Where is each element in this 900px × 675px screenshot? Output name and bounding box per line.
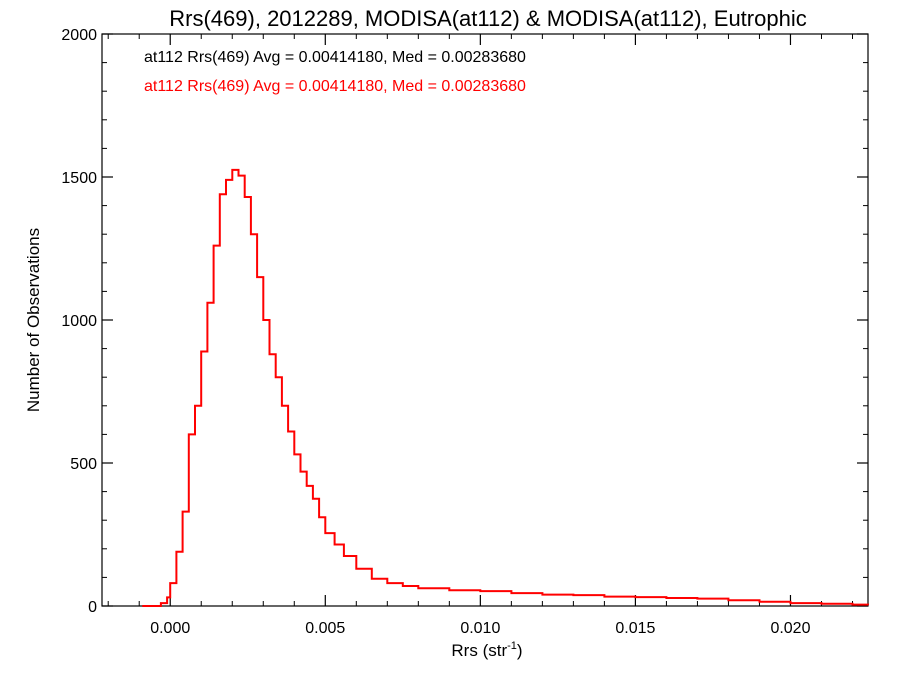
- x-tick-label: 0.020: [770, 620, 810, 637]
- y-tick-label: 0: [88, 599, 97, 616]
- x-axis-tick-labels: 0.000 0.005 0.010 0.015 0.020: [150, 620, 810, 637]
- x-axis-ticks: [107, 34, 853, 606]
- x-tick-label: 0.015: [615, 620, 655, 637]
- x-axis-title-close: ): [517, 641, 523, 660]
- plot-frame: [101, 33, 869, 607]
- x-axis-title-main: Rrs (str: [451, 641, 507, 660]
- y-tick-label: 2000: [61, 27, 97, 44]
- x-tick-label: 0.005: [305, 620, 345, 637]
- y-axis-ticks: [102, 33, 868, 607]
- y-tick-label: 500: [70, 456, 97, 473]
- y-axis-title: Number of Observations: [24, 228, 43, 412]
- legend-entry-black: at112 Rrs(469) Avg = 0.00414180, Med = 0…: [144, 49, 526, 66]
- histogram-series-line: [142, 168, 869, 607]
- legend-entry-red: at112 Rrs(469) Avg = 0.00414180, Med = 0…: [144, 78, 526, 95]
- y-tick-label: 1500: [61, 170, 97, 187]
- y-axis-tick-labels: 0 500 1000 1500 2000: [61, 27, 97, 616]
- x-axis-title-superscript: -1: [507, 640, 517, 652]
- x-tick-label: 0.010: [460, 620, 500, 637]
- x-axis-title: Rrs (str-1): [451, 640, 522, 660]
- chart-title: Rrs(469), 2012289, MODISA(at112) & MODIS…: [169, 6, 806, 31]
- y-tick-label: 1000: [61, 313, 97, 330]
- x-tick-label: 0.000: [150, 620, 190, 637]
